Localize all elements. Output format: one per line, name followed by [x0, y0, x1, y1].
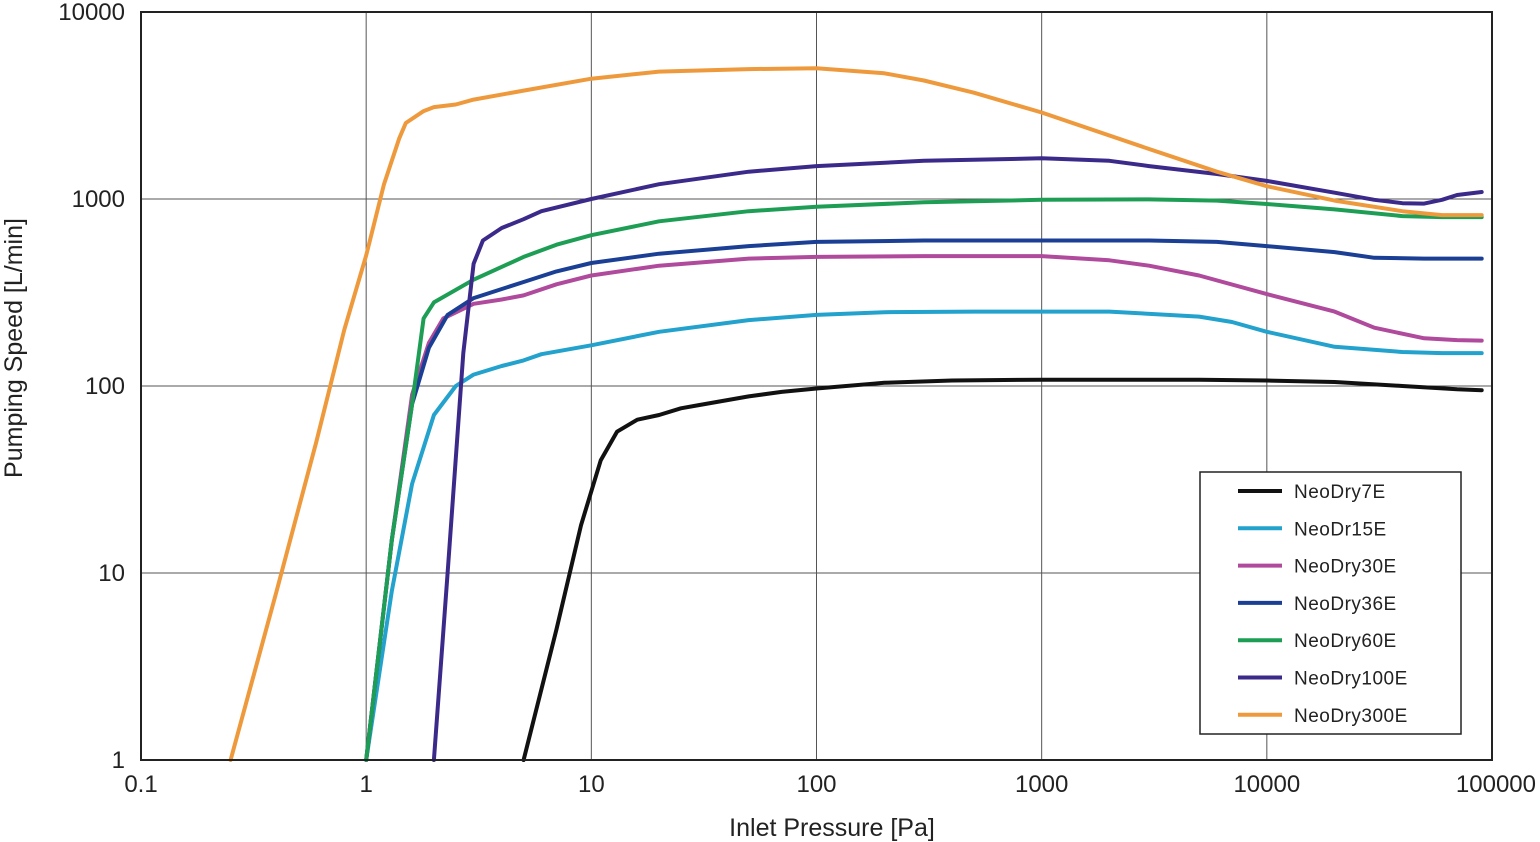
y-tick-labels: 1 10 100 1000 10000	[58, 0, 125, 774]
y-tick-label: 10000	[58, 0, 125, 26]
y-axis-title: Pumping Speed [L/min]	[0, 218, 28, 478]
legend-label: NeoDry30E	[1294, 557, 1397, 578]
y-tick-label: 1000	[72, 186, 125, 213]
x-tick-label: 10000	[1233, 771, 1300, 798]
series-line	[364, 254, 1484, 762]
series-line	[521, 377, 1484, 762]
legend-label: NeoDr15E	[1294, 519, 1387, 540]
legend: NeoDry7E NeoDr15E NeoDry30E NeoDry36E NeoDry…	[1199, 471, 1462, 735]
legend-label: NeoDry300E	[1294, 706, 1408, 727]
legend-label: NeoDry60E	[1294, 631, 1397, 652]
legend-label: NeoDry100E	[1294, 669, 1408, 690]
x-tick-label: 100	[796, 771, 836, 798]
plot-frame	[140, 11, 1493, 761]
x-tick-label: 1	[359, 771, 372, 798]
x-tick-label: 100000	[1456, 771, 1536, 798]
x-tick-label: 10	[578, 771, 605, 798]
x-tick-label: 1000	[1015, 771, 1068, 798]
x-tick-labels: 0.1 1 10 100 1000 10000 100000	[124, 771, 1536, 798]
y-tick-label: 1	[112, 747, 125, 774]
x-tick-label: 0.1	[124, 771, 157, 798]
series-line	[364, 309, 1484, 762]
series-layer	[228, 66, 1484, 762]
legend-label: NeoDry36E	[1294, 594, 1397, 615]
y-tick-label: 100	[85, 373, 125, 400]
y-tick-label: 10	[98, 560, 125, 587]
series-line	[364, 197, 1484, 762]
x-axis-title: Inlet Pressure [Pa]	[729, 814, 935, 842]
legend-label: NeoDry7E	[1294, 482, 1386, 503]
series-line	[431, 156, 1484, 762]
series-line	[364, 238, 1484, 762]
series-line	[228, 66, 1484, 762]
